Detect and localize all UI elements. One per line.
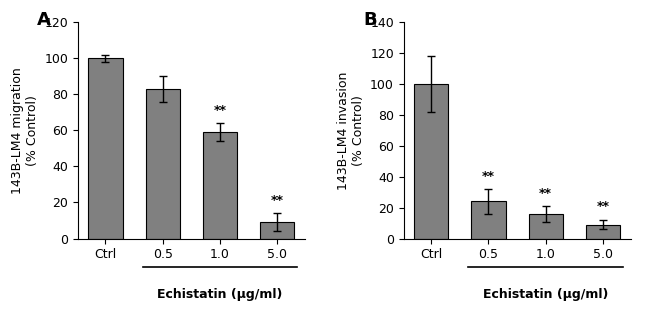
Text: Echistatin (μg/ml): Echistatin (μg/ml) (157, 288, 283, 301)
Text: **: ** (597, 200, 610, 213)
Text: **: ** (214, 104, 227, 117)
Bar (414, 84, 448, 238)
Bar (528, 214, 563, 238)
Bar (203, 132, 237, 238)
Text: B: B (363, 11, 376, 30)
Bar (146, 89, 180, 238)
Bar (88, 58, 123, 238)
Text: **: ** (482, 169, 495, 183)
Bar (586, 225, 620, 238)
Bar (471, 201, 506, 238)
Text: A: A (37, 11, 51, 30)
Text: **: ** (540, 187, 552, 200)
Y-axis label: 143B-LM4 invasion
(% Control): 143B-LM4 invasion (% Control) (337, 71, 365, 190)
Text: **: ** (271, 194, 284, 207)
Text: Echistatin (μg/ml): Echistatin (μg/ml) (483, 288, 608, 301)
Y-axis label: 143B-LM4 migration
(% Control): 143B-LM4 migration (% Control) (11, 67, 39, 194)
Bar (260, 222, 294, 238)
